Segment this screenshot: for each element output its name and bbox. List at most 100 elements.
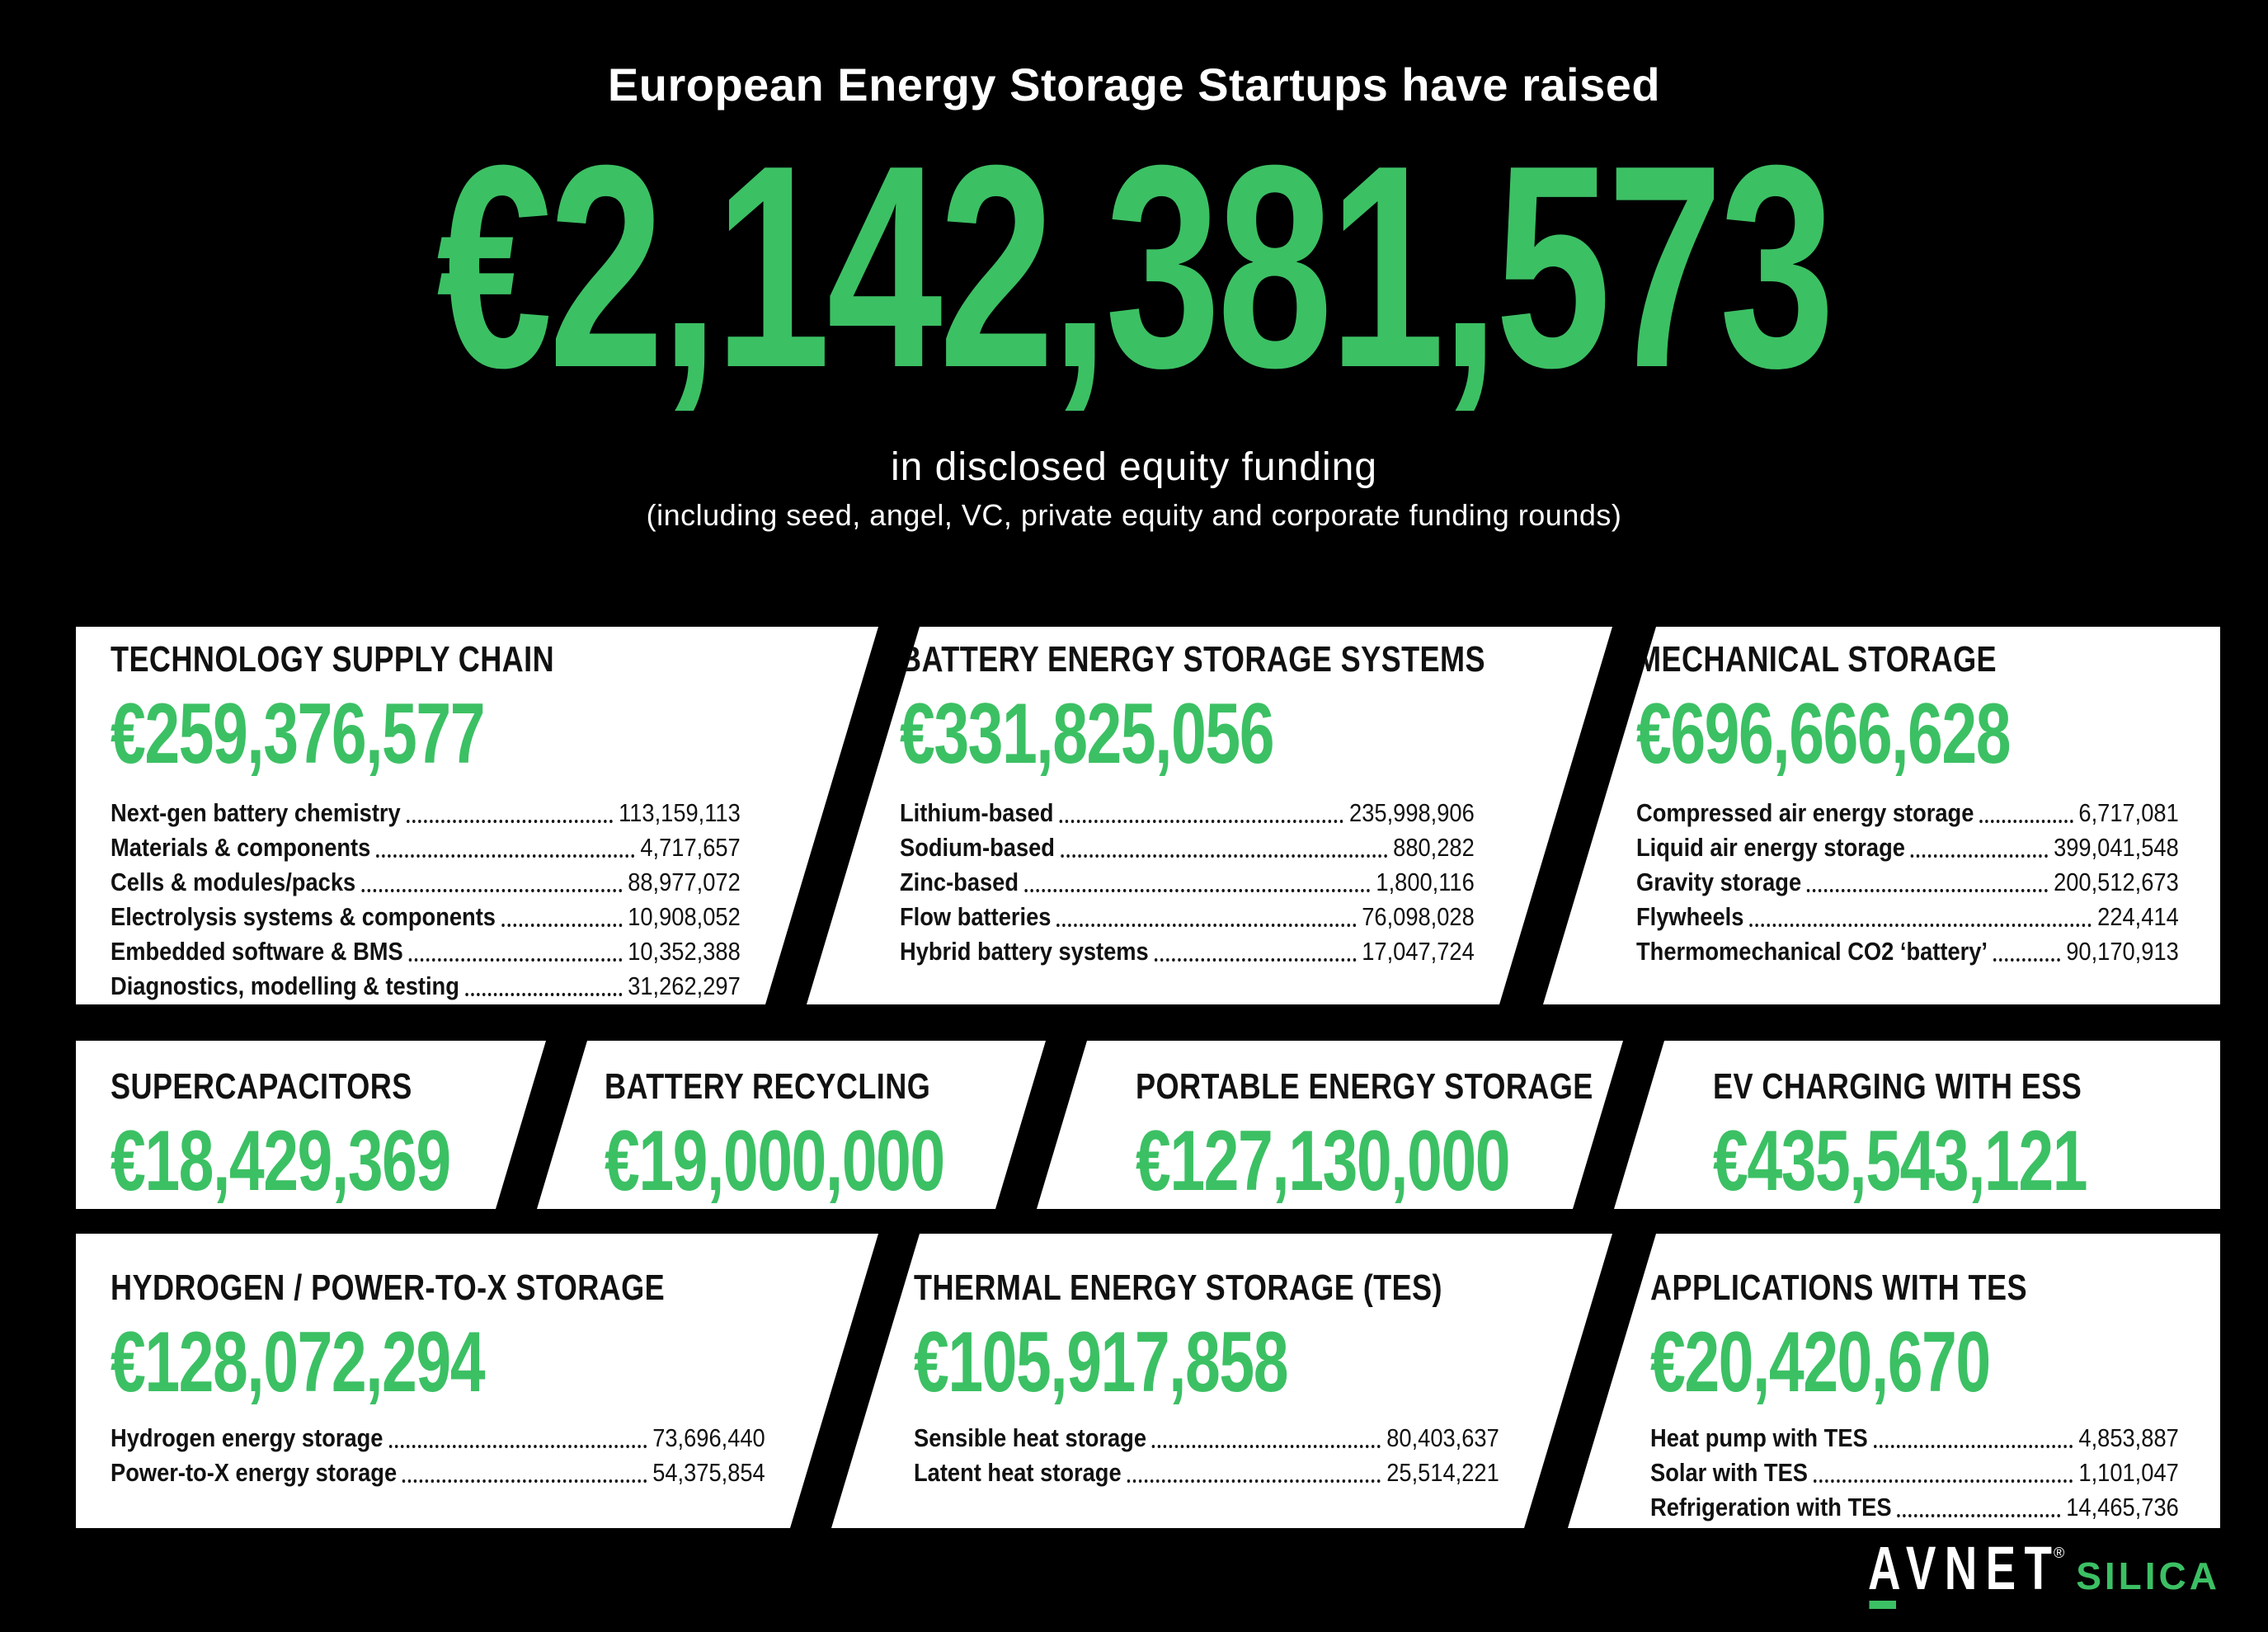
card-title: TECHNOLOGY SUPPLY CHAIN (111, 639, 555, 680)
avnet-wordmark: AVNET (1867, 1534, 2060, 1609)
card-amount: €20,420,670 (1650, 1314, 1991, 1410)
card-amount: €128,072,294 (111, 1314, 485, 1410)
category-grid: TECHNOLOGY SUPPLY CHAIN €259,376,577 Nex… (76, 0, 2220, 1632)
dot-leader (1127, 1479, 1381, 1483)
list-item-label: Gravity storage (1636, 867, 1802, 896)
card-supercapacitors: SUPERCAPACITORS €18,429,369 (76, 1041, 546, 1209)
card-row-3: HYDROGEN / POWER-TO-X STORAGE €128,072,2… (76, 1234, 2220, 1528)
list-item: Materials & components 4,717,657 (111, 830, 741, 865)
list-item: Sensible heat storage 80,403,637 (914, 1421, 1499, 1456)
dot-leader (1979, 819, 2073, 823)
list-item: Refrigeration with TES 14,465,736 (1650, 1490, 2179, 1525)
list-item-label: Sodium-based (900, 832, 1055, 862)
list-item-label: Zinc-based (900, 867, 1019, 896)
list-item-label: Lithium-based (900, 797, 1054, 827)
card-title: BATTERY ENERGY STORAGE SYSTEMS (900, 639, 1485, 680)
funding-note: (including seed, angel, VC, private equi… (646, 498, 1622, 532)
card-amount: €696,666,628 (1636, 685, 2011, 782)
list-item-value: 4,717,657 (640, 832, 741, 862)
list-item: Solar with TES 1,101,047 (1650, 1456, 2179, 1490)
card-title: APPLICATIONS WITH TES (1650, 1268, 2027, 1308)
dot-leader (465, 993, 622, 996)
dot-leader (389, 1445, 647, 1448)
list-item: Flow batteries 76,098,028 (900, 900, 1475, 934)
dot-leader (1807, 888, 2049, 892)
card-hydrogen-power-to-x-storage: HYDROGEN / POWER-TO-X STORAGE €128,072,2… (76, 1234, 878, 1528)
card-title: SUPERCAPACITORS (111, 1066, 412, 1107)
list-item-value: 25,514,221 (1386, 1457, 1499, 1487)
card-amount: €435,543,121 (1713, 1112, 2087, 1209)
card-technology-supply-chain: TECHNOLOGY SUPPLY CHAIN €259,376,577 Nex… (76, 627, 878, 1004)
total-funding-amount: €2,142,381,573 (436, 106, 1835, 428)
list-item-label: Electrolysis systems & components (111, 901, 496, 931)
card-amount: €127,130,000 (1136, 1112, 1510, 1209)
breakdown-list: Compressed air energy storage 6,717,081 L… (1636, 796, 2179, 969)
dot-leader (1024, 889, 1370, 892)
card-thermal-energy-storage: THERMAL ENERGY STORAGE (TES) €105,917,85… (831, 1234, 1612, 1528)
silica-wordmark: SILICA (2076, 1554, 2220, 1597)
header: European Energy Storage Startups have ra… (0, 0, 2268, 533)
list-item-value: 17,047,724 (1362, 936, 1475, 966)
list-item-label: Compressed air energy storage (1636, 797, 1974, 827)
card-row-2: SUPERCAPACITORS €18,429,369 BATTERY RECY… (76, 1041, 2220, 1209)
dot-leader (376, 854, 634, 858)
card-title: BATTERY RECYCLING (605, 1066, 931, 1107)
list-item-value: 880,282 (1393, 832, 1475, 862)
dot-leader (1061, 854, 1387, 858)
list-item-value: 90,170,913 (2066, 936, 2179, 966)
list-item-value: 54,375,854 (652, 1457, 765, 1487)
dot-leader (1056, 924, 1356, 927)
breakdown-list: Sensible heat storage 80,403,637 Latent h… (914, 1421, 1499, 1490)
list-item: Flywheels 224,414 (1636, 900, 2179, 934)
list-item-label: Solar with TES (1650, 1457, 1808, 1487)
list-item-label: Next-gen battery chemistry (111, 797, 401, 827)
list-item-value: 224,414 (2097, 901, 2179, 931)
dot-leader (1059, 820, 1343, 823)
card-amount: €19,000,000 (605, 1112, 944, 1209)
dot-leader (402, 1479, 647, 1483)
list-item: Next-gen battery chemistry 113,159,113 (111, 796, 741, 830)
card-battery-recycling: BATTERY RECYCLING €19,000,000 (537, 1041, 1046, 1209)
card-title: MECHANICAL STORAGE (1636, 639, 1997, 680)
card-amount: €18,429,369 (111, 1112, 450, 1209)
list-item: Power-to-X energy storage 54,375,854 (111, 1456, 765, 1490)
list-item: Cells & modules/packs 88,977,072 (111, 865, 741, 900)
dot-leader (409, 958, 622, 962)
card-amount: €105,917,858 (914, 1314, 1288, 1410)
list-item-value: 1,101,047 (2078, 1457, 2179, 1487)
list-item-label: Diagnostics, modelling & testing (111, 971, 459, 1000)
list-item-label: Refrigeration with TES (1650, 1492, 1892, 1521)
list-item: Liquid air energy storage 399,041,548 (1636, 830, 2179, 865)
registered-trademark-icon: ® (2053, 1545, 2065, 1561)
dot-leader (1910, 854, 2049, 858)
dot-leader (1993, 957, 2061, 962)
avnet-silica-logo: AVNET ® SILICA (1800, 1534, 2220, 1609)
list-item: Gravity storage 200,512,673 (1636, 865, 2179, 900)
card-row-1: TECHNOLOGY SUPPLY CHAIN €259,376,577 Nex… (76, 627, 2220, 1004)
list-item-value: 10,908,052 (628, 901, 741, 931)
list-item: Latent heat storage 25,514,221 (914, 1456, 1499, 1490)
list-item-value: 6,717,081 (2078, 797, 2179, 827)
card-amount: €259,376,577 (111, 685, 485, 782)
list-item: Lithium-based 235,998,906 (900, 796, 1475, 830)
list-item-label: Power-to-X energy storage (111, 1457, 398, 1487)
list-item: Hybrid battery systems 17,047,724 (900, 934, 1475, 969)
list-item-label: Flow batteries (900, 901, 1052, 931)
dot-leader (1814, 1479, 2073, 1483)
list-item-label: Heat pump with TES (1650, 1423, 1868, 1452)
list-item-value: 1,800,116 (1376, 867, 1475, 896)
card-title: EV CHARGING WITH ESS (1713, 1066, 2082, 1107)
card-ev-charging-with-ess: EV CHARGING WITH ESS €435,543,121 (1614, 1041, 2220, 1209)
list-item-value: 4,853,887 (2078, 1423, 2179, 1452)
list-item-value: 10,352,388 (628, 936, 741, 966)
card-amount: €331,825,056 (900, 685, 1274, 782)
list-item-value: 14,465,736 (2066, 1492, 2179, 1521)
list-item-value: 80,403,637 (1386, 1423, 1499, 1452)
dot-leader (501, 924, 622, 927)
list-item: Zinc-based 1,800,116 (900, 865, 1475, 900)
list-item-label: Cells & modules/packs (111, 867, 356, 896)
dot-leader (1155, 958, 1356, 962)
list-item-value: 31,262,297 (628, 971, 741, 1000)
list-item-label: Embedded software & BMS (111, 936, 403, 966)
breakdown-list: Next-gen battery chemistry 113,159,113 Ma… (111, 796, 741, 1004)
